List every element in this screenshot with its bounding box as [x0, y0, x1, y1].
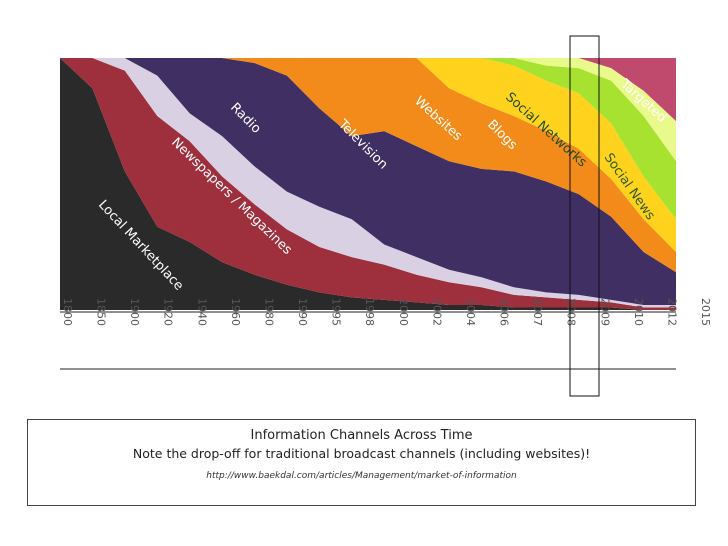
x-tick-1850: 1850 — [95, 298, 108, 326]
x-tick-1920: 1920 — [162, 298, 175, 326]
x-tick-2004: 2004 — [464, 298, 477, 326]
area-television — [60, 58, 676, 305]
x-tick-1990: 1990 — [296, 298, 309, 326]
x-tick-1998: 1998 — [363, 298, 376, 326]
x-axis-tick-labels: 1800 1850 1900 1920 1940 1960 1980 1990 1995 1998… — [61, 298, 712, 326]
information-channels-chart: Local Marketplace Newspapers / Magazines… — [60, 35, 712, 397]
x-tick-1980: 1980 — [263, 298, 276, 326]
area-layer — [60, 58, 676, 310]
area-radio — [60, 58, 676, 308]
x-tick-2000: 2000 — [397, 298, 410, 326]
x-tick-2015: 2015 — [699, 298, 712, 326]
highlight-box-2010 — [569, 35, 600, 397]
area-newspapers-magazines — [60, 58, 676, 310]
x-tick-2010: 2010 — [632, 298, 645, 326]
caption-title: Information Channels Across Time — [250, 428, 473, 443]
x-tick-2007: 2007 — [531, 298, 544, 326]
x-tick-1900: 1900 — [128, 298, 141, 326]
x-tick-1995: 1995 — [330, 298, 343, 326]
area-blogs — [60, 58, 676, 252]
caption-note: Note the drop-off for traditional broadc… — [132, 446, 591, 461]
area-local-marketplace — [60, 58, 676, 310]
x-tick-2009: 2009 — [598, 298, 611, 326]
x-tick-2006: 2006 — [498, 298, 511, 326]
caption-box: Information Channels Across Time Note th… — [27, 419, 696, 506]
x-tick-2002: 2002 — [430, 298, 443, 326]
caption-url[interactable]: http://www.baekdal.com/articles/Manageme… — [206, 471, 517, 481]
x-tick-2012: 2012 — [665, 298, 678, 326]
area-websites — [60, 58, 676, 273]
x-tick-2008: 2008 — [565, 298, 578, 326]
area-targeted — [60, 58, 676, 121]
x-tick-1800: 1800 — [61, 298, 74, 326]
x-tick-1940: 1940 — [195, 298, 208, 326]
x-tick-1960: 1960 — [229, 298, 242, 326]
